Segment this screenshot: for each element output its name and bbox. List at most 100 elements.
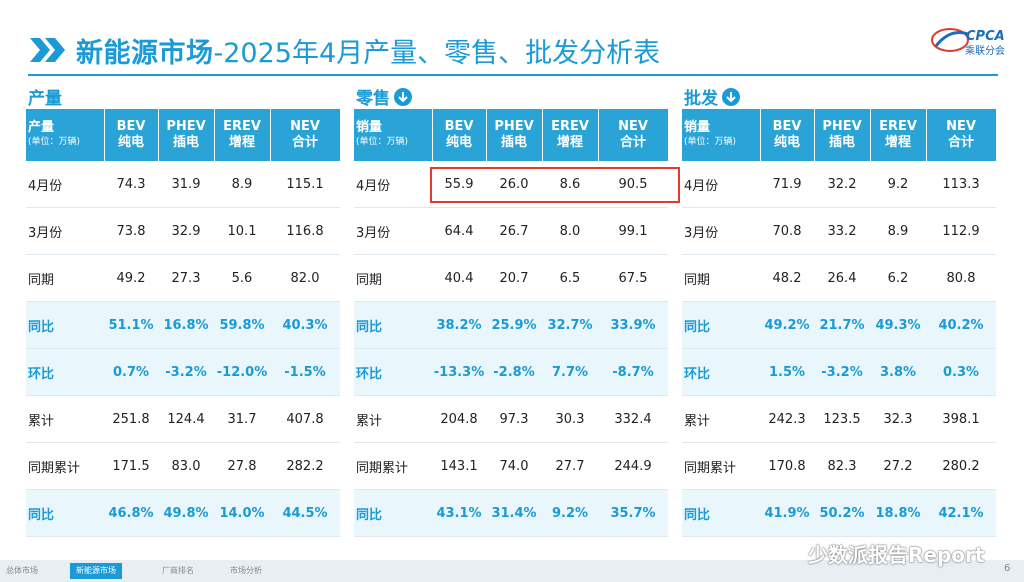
column-header-zh: 增程: [556, 135, 583, 150]
row-label: 同期: [26, 254, 104, 302]
table-cell: 42.1%: [926, 489, 996, 537]
column-header: PHEV 插电: [158, 109, 215, 161]
column-header: BEV 纯电: [432, 109, 487, 161]
column-header: NEV 合计: [598, 109, 669, 161]
row-label: 3月份: [682, 207, 760, 255]
table-cell: 123.5: [814, 395, 870, 443]
column-header-zh: 合计: [291, 135, 318, 150]
column-header: PHEV 插电: [486, 109, 543, 161]
footer-bar: [0, 560, 1024, 582]
column-header-zh: 插电: [172, 135, 199, 150]
row-label: 同期累计: [26, 442, 104, 490]
table-row: 同期累计 171.5 83.0 27.8 282.2: [26, 442, 340, 490]
section-label-text: 批发: [684, 89, 718, 109]
table-cell: 8.9: [214, 161, 270, 208]
column-header-en: NEV: [946, 119, 976, 134]
column-header-en: PHEV: [822, 119, 862, 134]
header-first-cell: 销量 (单位：万辆): [682, 109, 761, 161]
footer-tab-ranking[interactable]: 厂商排名: [162, 566, 194, 575]
table-row: 累计 242.3 123.5 32.3 398.1: [682, 395, 996, 443]
table-row: 同期 49.2 27.3 5.6 82.0: [26, 254, 340, 302]
table-cell: 50.2%: [814, 489, 870, 537]
column-header-zh: 纯电: [117, 135, 144, 150]
cpca-logo: CPCA: [928, 20, 1008, 60]
table-cell: 26.4: [814, 254, 870, 302]
table-header-row: 销量 (单位：万辆) BEV 纯电 PHEV 插电 EREV 增程 NEV 合计: [354, 109, 669, 161]
table-cell: 10.1: [214, 207, 270, 255]
table-row: 同期累计 170.8 82.3 27.2 280.2: [682, 442, 996, 490]
table-cell: 51.1%: [104, 301, 158, 349]
row-label: 同比: [26, 489, 104, 537]
table-cell: 64.4: [432, 207, 486, 255]
table-cell: 27.3: [158, 254, 214, 302]
header-first-label: 销量: [356, 120, 383, 135]
table-cell: 282.2: [270, 442, 340, 490]
page-number: 6: [1004, 563, 1011, 574]
table-cell: 31.4%: [486, 489, 542, 537]
header-unit: (单位：万辆): [356, 137, 409, 147]
column-header-en: BEV: [116, 119, 146, 134]
row-label: 同比: [354, 301, 432, 349]
row-label: 同期: [682, 254, 760, 302]
row-label: 同比: [354, 489, 432, 537]
column-header-en: EREV: [879, 119, 917, 134]
cpca-logo-subtext: 乘联分会: [965, 46, 1005, 57]
table-cell: 9.2: [870, 161, 926, 208]
table-cell: 398.1: [926, 395, 996, 443]
table-cell: 407.8: [270, 395, 340, 443]
column-header: EREV 增程: [542, 109, 599, 161]
table-cell: 35.7%: [598, 489, 668, 537]
table-cell: 41.9%: [760, 489, 814, 537]
table-cell: 67.5: [598, 254, 668, 302]
table-cell: 113.3: [926, 161, 996, 208]
footer-tab-analysis[interactable]: 市场分析: [230, 566, 262, 575]
table-cell: 49.2: [104, 254, 158, 302]
title-underline: [28, 74, 998, 76]
column-header: EREV 增程: [870, 109, 927, 161]
table-cell: 6.2: [870, 254, 926, 302]
footer-tab-overall[interactable]: 总体市场: [6, 566, 38, 575]
table-row: 同期 40.4 20.7 6.5 67.5: [354, 254, 668, 302]
column-header-en: NEV: [290, 119, 320, 134]
column-header-en: PHEV: [166, 119, 206, 134]
table-cell: 82.0: [270, 254, 340, 302]
header-unit: (单位：万辆): [28, 137, 81, 147]
table-cell: 5.6: [214, 254, 270, 302]
table-row: 同期 48.2 26.4 6.2 80.8: [682, 254, 996, 302]
header-unit: (单位：万辆): [684, 137, 737, 147]
table-row: 环比 -13.3% -2.8% 7.7% -8.7%: [354, 348, 668, 396]
table-cell: 8.9: [870, 207, 926, 255]
double-chevron-icon: [28, 35, 68, 65]
row-label: 3月份: [26, 207, 104, 255]
section-label-retail: 零售: [356, 84, 412, 109]
table-cell: 99.1: [598, 207, 668, 255]
wholesale-table: 销量 (单位：万辆) BEV 纯电 PHEV 插电 EREV 增程 NEV 合计 4月份 71.9 32…: [682, 109, 997, 537]
table-cell: -3.2%: [158, 348, 214, 396]
column-header: NEV 合计: [926, 109, 997, 161]
table-cell: 18.8%: [870, 489, 926, 537]
table-row: 环比 1.5% -3.2% 3.8% 0.3%: [682, 348, 996, 396]
table-cell: 112.9: [926, 207, 996, 255]
table-cell: 38.2%: [432, 301, 486, 349]
table-cell: 20.7: [486, 254, 542, 302]
watermark-text: 少数派报告Report: [808, 543, 985, 567]
footer-tab-nev[interactable]: 新能源市场: [70, 563, 122, 579]
table-row: 同比 38.2% 25.9% 32.7% 33.9%: [354, 301, 668, 349]
table-cell: 27.7: [542, 442, 598, 490]
table-cell: 32.9: [158, 207, 214, 255]
row-label: 同期累计: [354, 442, 432, 490]
header-first-cell: 销量 (单位：万辆): [354, 109, 433, 161]
table-row: 累计 204.8 97.3 30.3 332.4: [354, 395, 668, 443]
table-cell: -2.8%: [486, 348, 542, 396]
table-row: 4月份 71.9 32.2 9.2 113.3: [682, 161, 996, 208]
table-cell: 59.8%: [214, 301, 270, 349]
row-label: 4月份: [354, 161, 432, 208]
table-cell: 70.8: [760, 207, 814, 255]
column-header-zh: 纯电: [773, 135, 800, 150]
section-label-text: 零售: [356, 89, 390, 109]
row-label: 累计: [354, 395, 432, 443]
table-cell: 74.0: [486, 442, 542, 490]
table-cell: 49.2%: [760, 301, 814, 349]
table-cell: -1.5%: [270, 348, 340, 396]
